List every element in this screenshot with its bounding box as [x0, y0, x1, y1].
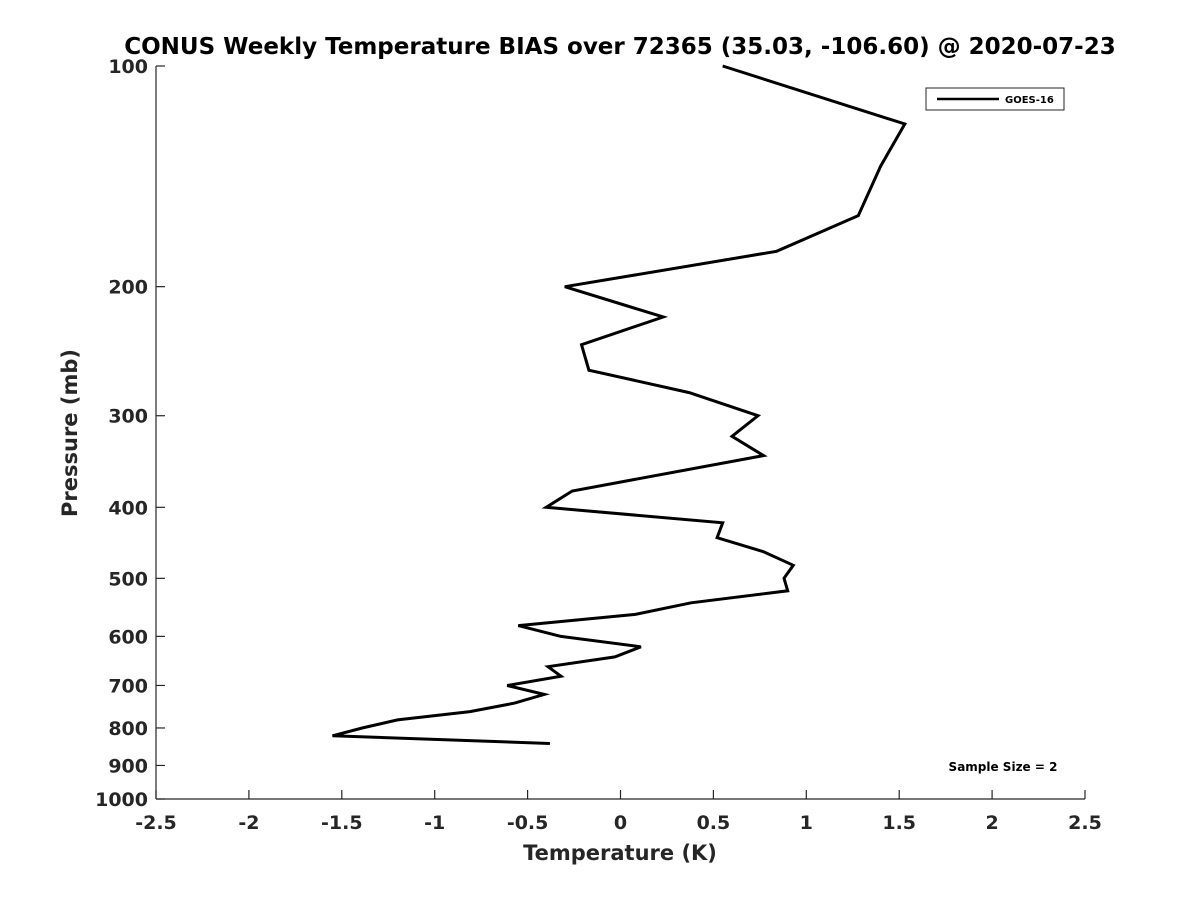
x-tick-label: 0	[614, 812, 627, 834]
y-tick-label: 600	[108, 626, 148, 648]
legend: GOES-16	[925, 87, 1065, 111]
y-axis-label: Pressure (mb)	[58, 349, 82, 517]
x-tick-label: 0.5	[697, 812, 731, 834]
chart-title: CONUS Weekly Temperature BIAS over 72365…	[124, 34, 1115, 60]
x-tick-label: 2.5	[1068, 812, 1102, 834]
x-tick-label: -1	[424, 812, 445, 834]
y-tick-label: 200	[108, 277, 148, 299]
legend-label-goes-16: GOES-16	[1005, 95, 1054, 106]
y-tick-label: 700	[108, 675, 148, 697]
x-tick-label: -0.5	[507, 812, 549, 834]
y-tick-label: 400	[108, 497, 148, 519]
y-tick-label: 800	[108, 718, 148, 740]
x-tick-label: -1.5	[321, 812, 363, 834]
y-tick-label: 300	[108, 406, 148, 428]
x-tick-label: -2	[238, 812, 259, 834]
x-tick-label: 1.5	[882, 812, 916, 834]
y-tick-label: 1000	[95, 789, 148, 811]
y-tick-label: 100	[108, 56, 148, 78]
x-tick-label: 2	[985, 812, 998, 834]
series-line-goes-16	[332, 64, 908, 745]
sample-size-annotation: Sample Size = 2	[949, 760, 1058, 774]
x-tick-label: -2.5	[135, 812, 177, 834]
y-tick-label: 900	[108, 755, 148, 777]
axes: -2.5 -2 -1.5 -1 -0.5 0 0.5 1 1.5 2 2.5 100 200 300 400…	[95, 56, 1102, 834]
x-tick-label: 1	[800, 812, 813, 834]
x-axis-label: Temperature (K)	[523, 841, 717, 865]
y-tick-label: 500	[108, 568, 148, 590]
plot-area	[332, 64, 908, 745]
